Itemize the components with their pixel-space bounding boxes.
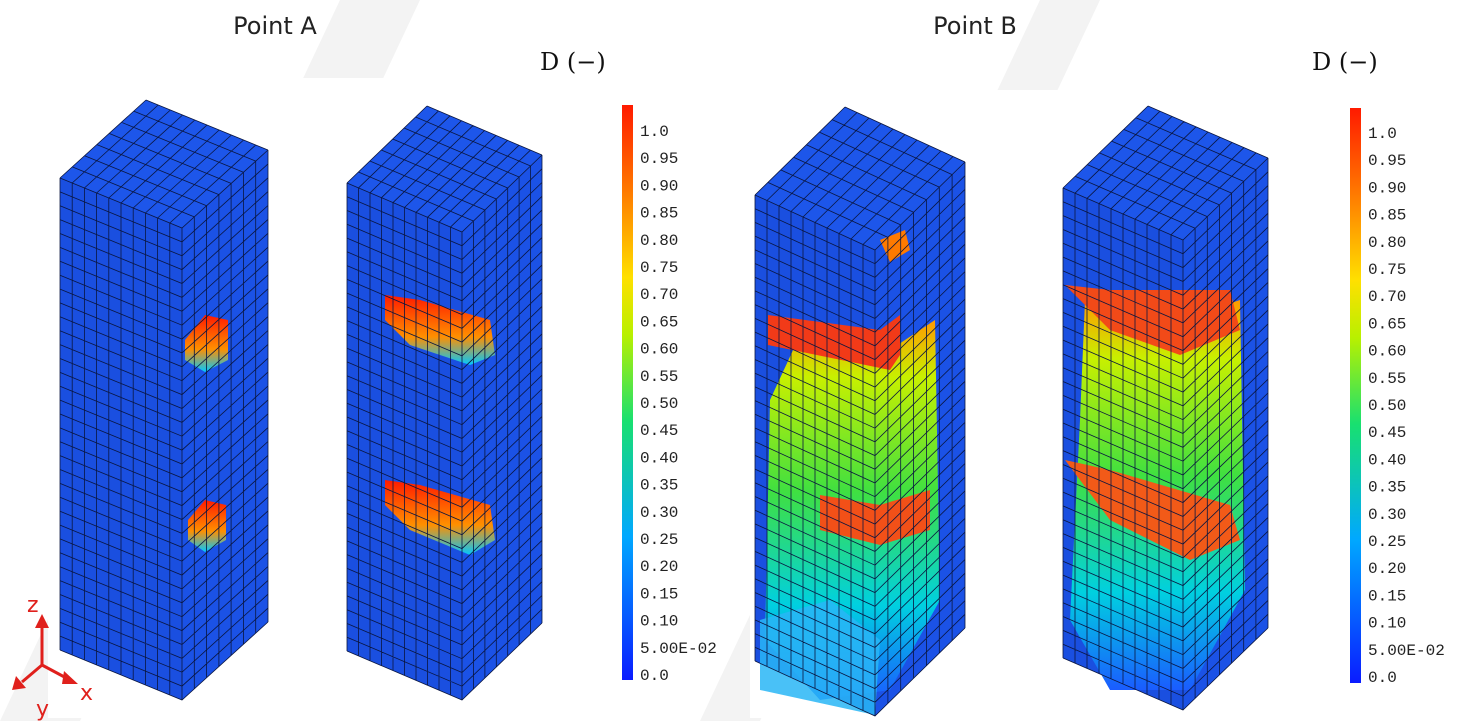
colorbar-label: 5.00E-02	[640, 640, 717, 658]
colorbar-label: 1.0	[1368, 125, 1397, 143]
colorbar-label: 0.55	[640, 368, 678, 386]
colorbar-label: 0.35	[640, 477, 678, 495]
panel-title: Point B	[933, 12, 1017, 40]
colorbar-label: 0.30	[640, 504, 678, 522]
colorbar-label: 0.55	[1368, 370, 1406, 388]
panel-title: Point A	[233, 12, 317, 40]
colorbar-label: 0.10	[1368, 615, 1406, 633]
colorbar-label: 0.40	[640, 449, 678, 467]
colorbar-label: 0.20	[1368, 560, 1406, 578]
colorbar-label: 0.35	[1368, 479, 1406, 497]
colorbar-label: 0.30	[1368, 506, 1406, 524]
colorbar	[622, 105, 633, 680]
colorbar-label: 0.45	[640, 422, 678, 440]
figure: 1.0 0.95 0.90 0.85 0.80 0.75 0.70 0.65 0.60 0.55 0…	[0, 0, 1477, 721]
colorbar-label: 0.50	[640, 395, 678, 413]
colorbar	[1350, 108, 1361, 683]
colorbar-label: 0.60	[640, 341, 678, 359]
colorbar-label: 0.65	[1368, 315, 1406, 333]
axis-label: y	[36, 697, 49, 721]
colorbar-label: 0.75	[1368, 261, 1406, 279]
colorbar-label: 0.20	[640, 558, 678, 576]
axis-label: z	[27, 593, 39, 618]
colorbar-label: 0.80	[1368, 234, 1406, 252]
colorbar-label: 0.90	[640, 177, 678, 195]
colorbar-label: 0.95	[640, 150, 678, 168]
axis-label: x	[80, 681, 93, 706]
colorbar-label: 1.0	[640, 123, 669, 141]
colorbar-label: 0.50	[1368, 397, 1406, 415]
colorbar-label: 0.95	[1368, 152, 1406, 170]
legend-title: D (−)	[540, 48, 606, 76]
colorbar-label: 0.75	[640, 259, 678, 277]
colorbar-label: 0.25	[1368, 533, 1406, 551]
colorbar-label: 0.90	[1368, 179, 1406, 197]
colorbar-label: 0.10	[640, 613, 678, 631]
colorbar-label: 0.15	[1368, 587, 1406, 605]
colorbar-label: 5.00E-02	[1368, 642, 1445, 660]
colorbar-label: 0.60	[1368, 343, 1406, 361]
colorbar-label: 0.70	[640, 286, 678, 304]
colorbar-label: 0.70	[1368, 288, 1406, 306]
colorbar-label: 0.0	[640, 667, 669, 685]
colorbar-label: 0.0	[1368, 669, 1397, 687]
colorbar-label: 0.85	[1368, 207, 1406, 225]
colorbar-label: 0.80	[640, 232, 678, 250]
colorbar-label: 0.85	[640, 205, 678, 223]
colorbar-label: 0.25	[640, 531, 678, 549]
colorbar-label: 0.65	[640, 313, 678, 331]
colorbar-label: 0.40	[1368, 451, 1406, 469]
colorbar-label: 0.15	[640, 585, 678, 603]
colorbar-label: 0.45	[1368, 424, 1406, 442]
legend-title: D (−)	[1312, 48, 1378, 76]
